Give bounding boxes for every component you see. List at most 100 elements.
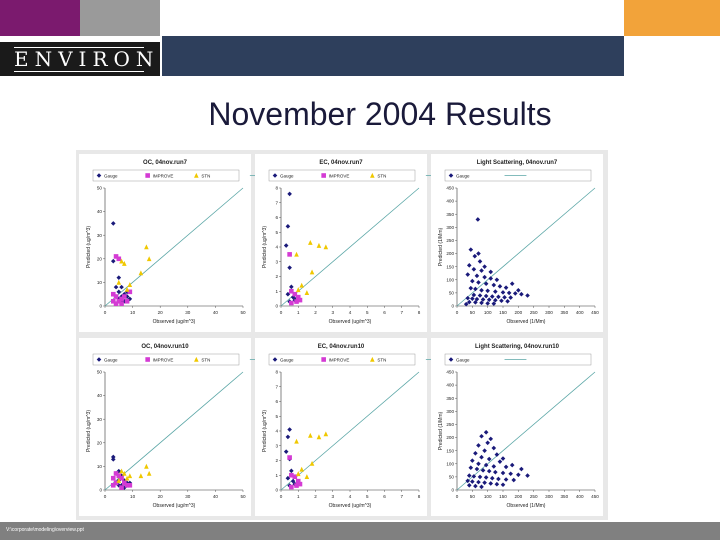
- one-to-one-line: [280, 187, 420, 307]
- data-point-gauge: [110, 258, 116, 264]
- data-point-improve: [113, 471, 119, 476]
- data-point-improve: [289, 484, 294, 490]
- y-tick-label: 4: [275, 245, 278, 250]
- y-tick-label: 2: [275, 458, 278, 463]
- data-point-gauge: [493, 297, 498, 303]
- data-point-gauge: [119, 284, 124, 290]
- y-tick-label: 350: [446, 212, 454, 217]
- y-tick-label: 20: [97, 440, 103, 445]
- data-point-gauge: [110, 221, 116, 226]
- legend-label: IMPROVE: [153, 358, 174, 363]
- data-point-improve: [110, 298, 116, 304]
- y-axis-label: Predicted (ug/m^3): [262, 410, 268, 452]
- data-point-gauge: [479, 300, 484, 306]
- y-tick-label: 50: [97, 370, 103, 375]
- data-point-gauge: [119, 482, 124, 488]
- y-tick-label: 100: [446, 461, 454, 466]
- x-tick-label: 50: [240, 494, 246, 499]
- x-tick-label: 2: [314, 494, 317, 499]
- x-axis-label: Observed (1/Mm): [507, 319, 546, 325]
- data-point-stn: [316, 434, 322, 440]
- x-tick-label: 40: [213, 494, 219, 499]
- legend-box: [92, 353, 240, 366]
- data-point-gauge: [508, 471, 513, 477]
- data-point-gauge: [497, 284, 503, 289]
- y-tick-label: 30: [97, 417, 103, 422]
- x-tick-label: 2: [314, 310, 317, 315]
- y-tick-label: 350: [446, 396, 454, 401]
- y-tick-label: 450: [446, 370, 454, 375]
- legend-marker: [194, 172, 199, 178]
- data-point-improve: [116, 473, 122, 479]
- y-tick-label: 0: [451, 488, 454, 493]
- x-tick-label: 350: [560, 310, 568, 315]
- y-tick-label: 4: [275, 429, 278, 434]
- data-point-gauge: [494, 277, 500, 283]
- data-point-stn: [295, 471, 301, 477]
- data-point-improve: [127, 482, 133, 488]
- data-point-improve: [113, 294, 119, 299]
- y-tick-label: 200: [446, 251, 454, 256]
- y-tick-label: 30: [97, 233, 103, 238]
- x-tick-label: 1: [297, 494, 300, 499]
- y-tick-label: 300: [446, 409, 454, 414]
- y-tick-label: 150: [446, 264, 454, 269]
- data-point-gauge: [116, 296, 122, 302]
- data-point-gauge: [519, 466, 524, 472]
- legend-marker: [96, 357, 102, 362]
- x-tick-label: 3: [331, 310, 334, 315]
- data-point-gauge: [509, 281, 515, 287]
- y-tick-label: 2: [275, 274, 278, 279]
- x-axis-label: Observed (1/Mm): [507, 503, 546, 509]
- y-tick-label: 450: [446, 186, 454, 191]
- legend-label: Gauge: [456, 174, 470, 179]
- data-point-gauge: [479, 433, 484, 439]
- data-point-improve: [113, 301, 119, 306]
- data-point-gauge: [471, 292, 477, 298]
- data-point-improve: [113, 254, 119, 259]
- header-band-white: [160, 0, 624, 36]
- legend-marker: [370, 172, 375, 178]
- x-tick-label: 0: [456, 494, 459, 499]
- x-tick-label: 150: [499, 494, 507, 499]
- y-tick-label: 40: [97, 209, 103, 214]
- legend-label: Gauge: [104, 358, 118, 363]
- x-axis-label: Observed (ug/m^3): [329, 503, 372, 509]
- data-point-improve: [292, 474, 298, 480]
- x-tick-label: 200: [514, 494, 522, 499]
- data-point-gauge: [477, 474, 483, 480]
- legend-marker: [145, 357, 150, 362]
- data-point-improve: [113, 480, 119, 486]
- data-point-improve: [119, 475, 124, 481]
- y-tick-label: 20: [97, 256, 103, 261]
- legend-marker: [321, 357, 326, 362]
- data-point-gauge: [474, 296, 480, 302]
- data-point-improve: [116, 298, 122, 304]
- legend-marker: [448, 357, 454, 362]
- data-point-improve: [116, 256, 122, 262]
- legend-label: Gauge: [280, 358, 294, 363]
- legend-label: Gauge: [280, 174, 294, 179]
- y-axis-label: Predicted (ug/m^3): [262, 226, 268, 268]
- plot-area: 0 50 100 150 200 250 300 350 400 450 0 50 100 150 200 2…: [438, 186, 599, 325]
- data-point-gauge: [465, 478, 471, 484]
- data-point-gauge: [119, 473, 124, 479]
- x-tick-label: 450: [591, 310, 599, 315]
- data-point-stn: [144, 244, 149, 250]
- data-point-gauge: [127, 480, 133, 486]
- chart-title: Light Scattering, 04nov.run10: [475, 344, 560, 350]
- data-point-gauge: [116, 482, 122, 488]
- chart-title: OC, 04nov.run7: [143, 160, 188, 166]
- chart-title: EC, 04nov.run7: [319, 160, 363, 166]
- y-axis-label: Predicted (1/Mm): [438, 227, 444, 266]
- data-point-stn: [323, 431, 329, 437]
- chart-panel-1: OC, 04nov.run7 Gauge IMPROVE STN 0 10 20 30 40 50…: [79, 154, 272, 332]
- chart-panel-2: EC, 04nov.run7 Gauge IMPROVE STN 0 1 2 3 4 5 6 7 8 0 1…: [255, 154, 448, 332]
- y-tick-label: 100: [446, 277, 454, 282]
- logo-rule-bottom: [14, 71, 144, 72]
- chart-title: EC, 04nov.run10: [318, 344, 365, 350]
- x-tick-label: 50: [240, 310, 246, 315]
- chart-background: [255, 338, 427, 516]
